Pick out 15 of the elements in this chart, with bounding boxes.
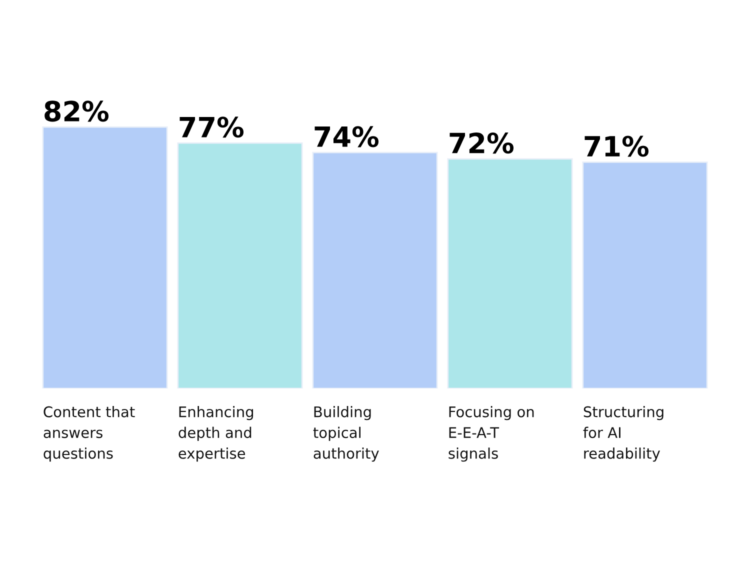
- x-tick-label: Structuring for AI readability: [583, 406, 664, 462]
- x-tick-label: Content that answers questions: [44, 406, 135, 462]
- data-label: 71%: [584, 136, 649, 157]
- data-label: 72%: [450, 132, 514, 154]
- bar: [447, 158, 573, 388]
- x-tick-label: Enhancing depth and expertise: [178, 406, 254, 462]
- data-label: 82%: [44, 100, 109, 122]
- x-tick-label: Building topical authority: [313, 406, 379, 462]
- data-label: 74%: [314, 126, 379, 148]
- bar: [582, 161, 708, 388]
- data-label: 77%: [180, 116, 244, 138]
- bar: [177, 142, 303, 388]
- bar: [312, 152, 438, 388]
- bar: [42, 126, 168, 388]
- x-tick-label: Focusing on E-E-A-T signals: [448, 406, 534, 462]
